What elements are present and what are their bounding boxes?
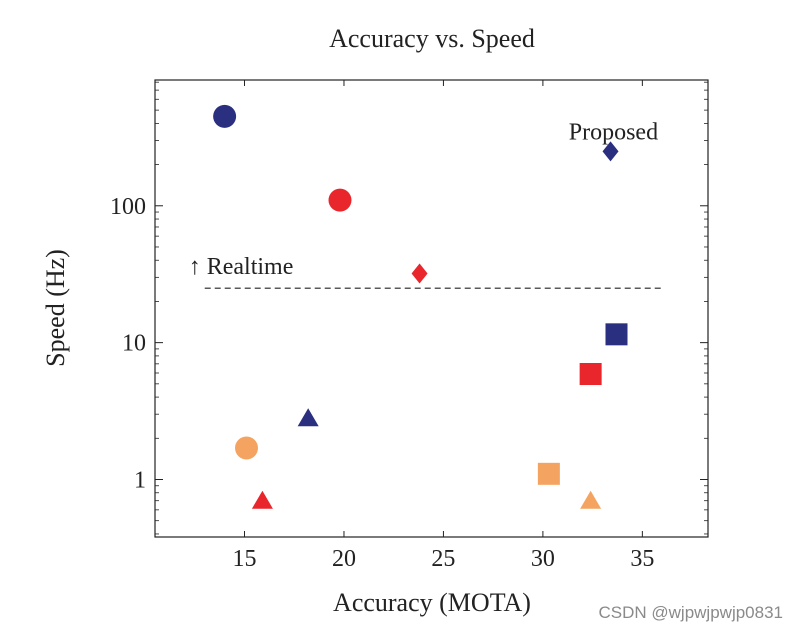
y-axis-label: Speed (Hz) (41, 249, 70, 367)
reference-line-group: ↑ Realtime (189, 254, 665, 289)
point-triangle (251, 490, 273, 509)
point-circle (213, 104, 237, 128)
x-tick-label: 25 (431, 546, 455, 572)
point-circle (235, 436, 259, 460)
point-triangle (297, 408, 319, 427)
data-points-group (213, 104, 628, 509)
chart-title: Accuracy vs. Speed (329, 24, 535, 53)
x-tick-label: 15 (233, 546, 257, 572)
point-triangle (580, 490, 602, 509)
point-diamond (602, 141, 619, 162)
x-tick-label: 35 (630, 546, 654, 572)
annotation-proposed: Proposed (569, 119, 658, 145)
x-axis-label: Accuracy (MOTA) (333, 588, 531, 617)
plot-frame (154, 79, 709, 538)
annotations-group: Proposed (569, 119, 658, 145)
point-square (579, 362, 602, 385)
point-diamond (411, 263, 428, 284)
watermark: CSDN @wjpwjpwjp0831 (598, 603, 784, 622)
y-tick-label: 10 (122, 331, 146, 357)
point-circle (328, 188, 352, 212)
point-square (537, 462, 560, 485)
realtime-label: ↑ Realtime (189, 254, 294, 280)
point-square (605, 323, 628, 346)
ticks-group: 15 20 25 30 35 1 10 100 (110, 80, 708, 572)
x-tick-label: 20 (332, 546, 356, 572)
x-tick-label: 30 (531, 546, 555, 572)
y-tick-label: 1 (134, 467, 146, 493)
y-tick-label: 100 (110, 194, 146, 220)
